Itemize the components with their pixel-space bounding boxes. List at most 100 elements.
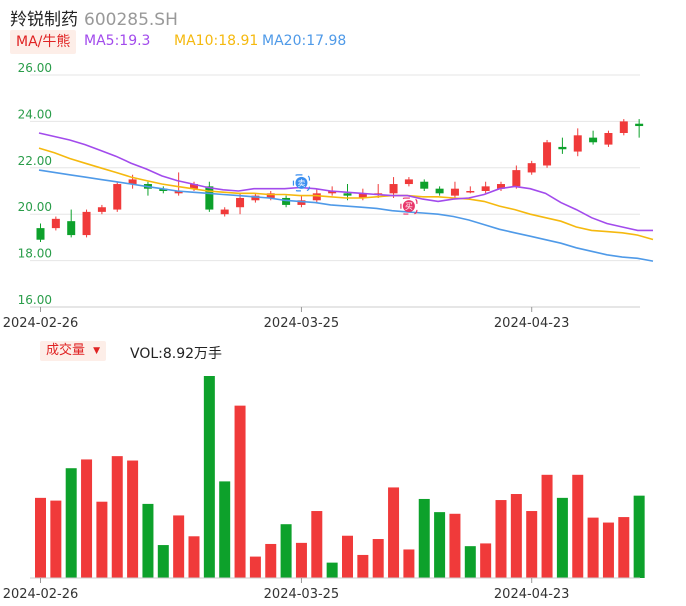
volume-bar <box>480 543 492 578</box>
buy-signal-icon: 买 <box>400 197 418 215</box>
candle-body <box>128 179 137 185</box>
ma20-legend: MA20:17.98 <box>262 33 347 49</box>
volume-bar <box>234 405 246 578</box>
volume-bar <box>50 500 62 578</box>
volume-bar <box>618 517 630 578</box>
candle-body <box>297 200 306 205</box>
candle-body <box>36 228 45 240</box>
volume-bar <box>572 474 584 578</box>
candle-body <box>543 142 552 166</box>
signal-frame <box>292 174 311 192</box>
volume-tab-label: 成交量 <box>46 343 86 358</box>
volume-bar <box>295 542 307 578</box>
ma10-legend: MA10:18.91 <box>174 33 259 49</box>
candle-body <box>251 195 260 201</box>
volume-bar <box>342 535 353 578</box>
volume-bar <box>65 468 77 578</box>
candle-body <box>82 211 91 236</box>
volume-bar <box>464 546 476 578</box>
candle-body <box>497 184 505 189</box>
volume-bar <box>219 481 231 578</box>
candle-body <box>51 218 60 229</box>
candle-body <box>527 163 536 173</box>
volume-bar <box>403 549 415 578</box>
volume-x-tick-label: 2024-03-25 <box>264 587 340 602</box>
candle-body <box>404 179 413 185</box>
volume-bar <box>142 503 154 578</box>
price-candlestick-chart[interactable]: 26.00 24.00 22.00 20.00 18.00 16.00 2024-02-26… <box>0 60 686 335</box>
volume-bar <box>357 554 369 578</box>
volume-bar <box>81 459 93 578</box>
volume-bar <box>526 511 538 578</box>
candle-body <box>450 188 459 196</box>
candle-body <box>97 207 106 212</box>
candle-body <box>113 184 122 210</box>
stock-name: 羚锐制药 <box>10 10 78 30</box>
volume-bar <box>510 494 522 578</box>
volume-bar <box>280 524 292 578</box>
volume-bar <box>541 474 553 578</box>
volume-bar <box>388 487 400 578</box>
volume-bar <box>326 562 338 578</box>
y-tick-label: 20.00 <box>18 200 52 214</box>
ma-indicator-tab[interactable]: MA/牛熊 <box>10 30 77 54</box>
volume-bar <box>495 500 507 578</box>
signal-dot <box>295 176 308 189</box>
volume-bar <box>96 501 108 578</box>
stock-code: 600285.SH <box>84 10 178 30</box>
volume-bar <box>449 513 461 578</box>
candle-body <box>328 191 337 194</box>
volume-bar <box>602 522 614 578</box>
candle-body <box>358 193 367 198</box>
volume-bar <box>188 536 200 578</box>
volume-bar <box>633 495 645 578</box>
ma10-line <box>38 147 654 241</box>
volume-bar <box>311 511 323 578</box>
candle-body <box>604 133 613 145</box>
candle-body <box>67 221 76 236</box>
y-tick-label: 18.00 <box>18 247 52 261</box>
volume-bar <box>127 460 139 578</box>
signal-text: 卖 <box>297 179 305 188</box>
volume-bar <box>556 497 568 578</box>
volume-bar <box>372 539 384 578</box>
volume-bar <box>203 376 215 578</box>
volume-bar <box>249 556 261 578</box>
candle-body <box>481 186 490 191</box>
candle-body <box>174 191 183 194</box>
candle-body <box>159 188 168 191</box>
candle-body <box>205 186 214 210</box>
dropdown-caret-icon: ▼ <box>93 346 101 356</box>
volume-bar-chart[interactable]: 2024-02-26 2024-03-25 2024-04-23 <box>0 365 686 606</box>
candle-body <box>619 121 628 133</box>
signal-dot <box>402 200 415 213</box>
candle-body <box>190 184 198 189</box>
volume-indicator-tab[interactable]: 成交量 ▼ <box>40 341 107 361</box>
candle-body <box>343 193 352 196</box>
candle-body <box>635 123 644 127</box>
volume-bar <box>111 456 123 578</box>
candle-body <box>512 170 521 187</box>
candle-body <box>589 137 598 143</box>
volume-bar <box>157 545 169 578</box>
volume-x-tick-label: 2024-04-23 <box>494 587 570 602</box>
signal-frame <box>400 197 418 215</box>
volume-value: VOL:8.92万手 <box>130 346 223 362</box>
x-tick-label: 2024-04-23 <box>494 316 570 331</box>
candle-body <box>466 191 475 193</box>
ma20-line <box>38 169 654 262</box>
signal-text: 买 <box>405 202 413 211</box>
y-tick-label: 24.00 <box>18 107 52 121</box>
y-tick-label: 26.00 <box>18 61 52 75</box>
candle-body <box>420 181 429 189</box>
volume-bar <box>35 497 46 578</box>
volume-bar <box>173 515 185 578</box>
candle-body <box>558 146 567 150</box>
candle-body <box>220 209 229 215</box>
x-tick-label: 2024-03-25 <box>264 316 340 331</box>
stock-title: 羚锐制药 600285.SH <box>10 5 178 30</box>
candle-body <box>573 135 582 152</box>
x-tick-label: 2024-02-26 <box>3 316 79 331</box>
candle-body <box>236 197 245 208</box>
candle-body <box>282 197 291 205</box>
